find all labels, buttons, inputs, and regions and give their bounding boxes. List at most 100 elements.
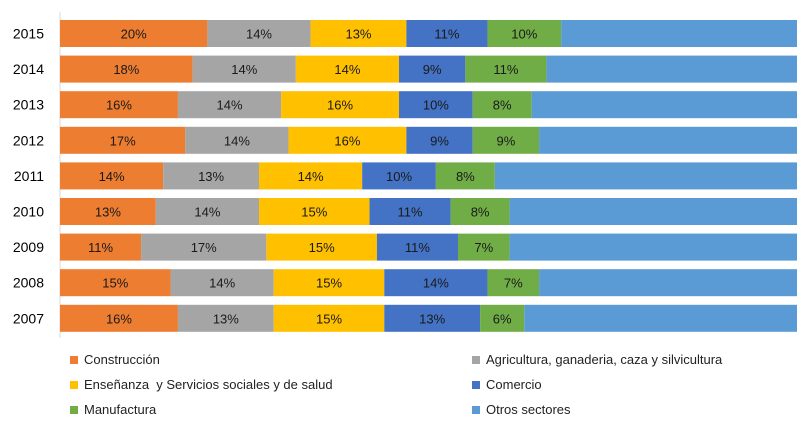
- bar-segment: [509, 198, 797, 225]
- bar-segment: [177, 91, 282, 119]
- bar-data-label: 13%: [213, 311, 239, 326]
- bar-data-label: 11%: [434, 27, 459, 42]
- bar-data-label: 11%: [493, 62, 518, 77]
- bar-data-label: 11%: [405, 240, 430, 255]
- bar-data-label: 11%: [88, 240, 113, 255]
- bar-data-label: 14%: [423, 276, 449, 291]
- bar-segment: [281, 91, 400, 119]
- bar-segment: [60, 20, 208, 47]
- bar-data-label: 14%: [231, 62, 257, 77]
- legend-item-construccion: Construcción: [70, 350, 472, 369]
- bar-segment: [310, 20, 407, 47]
- bar-segment: [60, 162, 164, 190]
- bar-data-label: 13%: [419, 311, 445, 326]
- bar-data-label: 14%: [334, 62, 360, 77]
- bar-segment: [539, 269, 797, 297]
- bar-segment: [258, 162, 363, 190]
- bar-data-label: 8%: [471, 205, 490, 220]
- bar-data-label: 7%: [474, 240, 493, 255]
- bar-segment: [192, 55, 296, 83]
- bar-data-label: 16%: [327, 98, 353, 113]
- bar-segment: [384, 269, 488, 297]
- legend-label-manufactura: Manufactura: [84, 402, 157, 417]
- legend-swatch-otros-sectores: [472, 405, 480, 414]
- bar-data-label: 18%: [113, 62, 139, 77]
- bar-data-label: 8%: [456, 169, 475, 184]
- bar-data-label: 14%: [246, 27, 272, 42]
- bar-segment: [399, 55, 466, 83]
- legend-label-otros-sectores: Otros sectores: [486, 402, 571, 417]
- bar-data-label: 15%: [316, 311, 342, 326]
- bar-segment: [457, 233, 510, 261]
- bar-segment: [376, 233, 458, 261]
- bar-data-label: 16%: [106, 311, 132, 326]
- bar-segment: [185, 126, 289, 154]
- bar-segment: [60, 233, 142, 261]
- bar-segment: [60, 55, 193, 83]
- bar-segment: [539, 126, 797, 154]
- y-tick-label: 2010: [13, 204, 44, 220]
- bar-segment: [406, 126, 473, 154]
- bar-data-label: 20%: [121, 27, 147, 42]
- bar-data-label: 17%: [191, 240, 217, 255]
- bar-segment: [406, 20, 488, 47]
- bar-segment: [561, 20, 797, 47]
- bar-segment: [472, 126, 540, 154]
- legend-label-construccion: Construcción: [84, 352, 160, 367]
- bar-data-label: 17%: [110, 133, 136, 148]
- bar-segment: [155, 198, 259, 225]
- legend-item-manufactura: Manufactura: [70, 400, 472, 419]
- y-tick-label: 2015: [13, 26, 44, 42]
- bar-data-label: 9%: [496, 133, 515, 148]
- bar-segment: [450, 198, 510, 225]
- bar-segment: [258, 198, 370, 225]
- stacked-bar-chart: 2015 20% 14% 13% 11% 10% 2014 18% 14% 14% 9% 11% 201…: [13, 12, 797, 338]
- bar-data-label: 9%: [423, 62, 442, 77]
- bar-segment: [494, 162, 797, 190]
- legend-item-agricultura: Agricultura, ganaderia, caza y silvicult…: [472, 350, 800, 369]
- bar-data-label: 6%: [493, 311, 512, 326]
- bar-segment: [207, 20, 311, 47]
- bar-data-label: 16%: [334, 133, 360, 148]
- bar-segment: [531, 91, 797, 119]
- bar-segment: [435, 162, 495, 190]
- y-tick-label: 2011: [14, 168, 44, 184]
- y-tick-label: 2013: [13, 97, 44, 113]
- legend-item-otros-sectores: Otros sectores: [472, 400, 800, 419]
- bar-segment: [524, 304, 797, 332]
- bar-segment: [369, 198, 451, 225]
- bar-segment: [60, 304, 178, 332]
- bar-segment: [60, 198, 156, 225]
- legend-item-comercio: Comercio: [472, 375, 800, 394]
- bar-data-label: 13%: [95, 205, 121, 220]
- bar-data-label: 13%: [345, 27, 371, 42]
- bar-segment: [362, 162, 436, 190]
- bar-segment: [266, 233, 377, 261]
- legend-swatch-agricultura: [472, 355, 480, 364]
- legend-label-agricultura: Agricultura, ganaderia, caza y silvicult…: [486, 352, 723, 367]
- legend-item-ensenanza: Enseñanza y Servicios sociales y de salu…: [70, 375, 472, 394]
- bar-segment: [480, 304, 525, 332]
- bar-data-label: 14%: [298, 169, 324, 184]
- bar-segment: [399, 91, 473, 119]
- bar-segment: [509, 233, 797, 261]
- bar-data-label: 10%: [423, 98, 449, 113]
- y-tick-label: 2009: [13, 239, 44, 255]
- bar-segment: [60, 269, 171, 297]
- legend-label-ensenanza: Enseñanza y Servicios sociales y de salu…: [84, 377, 333, 392]
- bar-segment: [465, 55, 547, 83]
- bar-data-label: 10%: [511, 27, 537, 42]
- bar-segment: [60, 126, 186, 154]
- bar-segment: [487, 269, 540, 297]
- bar-segment: [487, 20, 562, 47]
- chart-legend: Construcción Agricultura, ganaderia, caz…: [70, 350, 800, 419]
- bar-segment: [177, 304, 274, 332]
- bar-segment: [170, 269, 274, 297]
- bar-data-label: 10%: [386, 169, 412, 184]
- bar-segment: [384, 304, 481, 332]
- bar-data-label: 14%: [99, 169, 125, 184]
- y-tick-label: 2008: [13, 275, 44, 291]
- bar-segment: [141, 233, 267, 261]
- bar-segment: [163, 162, 259, 190]
- bar-segment: [546, 55, 797, 83]
